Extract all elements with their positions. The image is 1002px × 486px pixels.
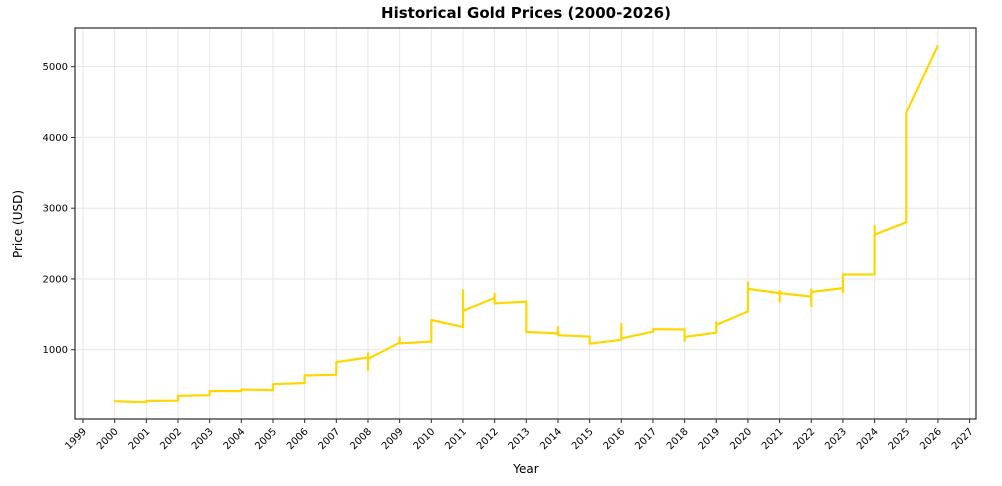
x-tick-label: 2011 <box>443 426 469 452</box>
x-tick-label: 2007 <box>317 426 343 452</box>
x-tick-label: 2005 <box>253 426 279 452</box>
x-tick-label: 2019 <box>697 426 723 452</box>
y-tick-label: 3000 <box>43 204 68 215</box>
x-tick-label: 2002 <box>158 426 184 452</box>
x-tick-label: 2009 <box>380 426 406 452</box>
x-tick-label: 2012 <box>475 426 501 452</box>
plot-frame <box>74 27 977 420</box>
x-tick-label: 2006 <box>285 426 311 452</box>
x-tick-label: 2021 <box>760 426 786 452</box>
x-tick-label: 2023 <box>823 426 849 452</box>
x-tick-label: 2017 <box>633 426 659 452</box>
y-tick-label: 1000 <box>43 345 68 356</box>
x-tick-label: 2003 <box>190 426 216 452</box>
grid-lines <box>75 28 976 419</box>
price-line-layer <box>113 45 939 404</box>
x-tick-label: 2026 <box>918 426 944 452</box>
x-tick-label: 2024 <box>855 426 881 452</box>
x-tick-label: 2013 <box>507 426 533 452</box>
x-tick-label: 2015 <box>570 426 596 452</box>
x-tick-label: 2027 <box>950 426 976 452</box>
x-tick-label: 1999 <box>63 426 89 452</box>
y-tick-label: 2000 <box>43 274 68 285</box>
x-axis-label: Year <box>512 462 538 476</box>
x-tick-label: 2004 <box>222 426 248 452</box>
x-tick-label: 2000 <box>95 426 121 452</box>
x-tick-label: 2001 <box>127 426 153 452</box>
x-tick-label: 2018 <box>665 426 691 452</box>
plot-border <box>74 27 977 420</box>
x-tick-label: 2020 <box>728 426 754 452</box>
price-line <box>113 45 939 404</box>
tick-marks-and-labels: 1999 2000 2001 2002 2003 2004 2005 2006 2007 2008… <box>43 62 976 452</box>
x-tick-label: 2010 <box>412 426 438 452</box>
x-tick-label: 2014 <box>538 426 564 452</box>
y-tick-label: 4000 <box>43 133 68 144</box>
x-tick-label: 2016 <box>602 426 628 452</box>
x-tick-label: 2008 <box>348 426 374 452</box>
y-axis-label: Price (USD) <box>11 190 25 258</box>
x-tick-label: 2025 <box>887 426 913 452</box>
x-tick-label: 2022 <box>792 426 818 452</box>
chart-title: Historical Gold Prices (2000-2026) <box>381 4 671 22</box>
y-tick-label: 5000 <box>43 62 68 73</box>
